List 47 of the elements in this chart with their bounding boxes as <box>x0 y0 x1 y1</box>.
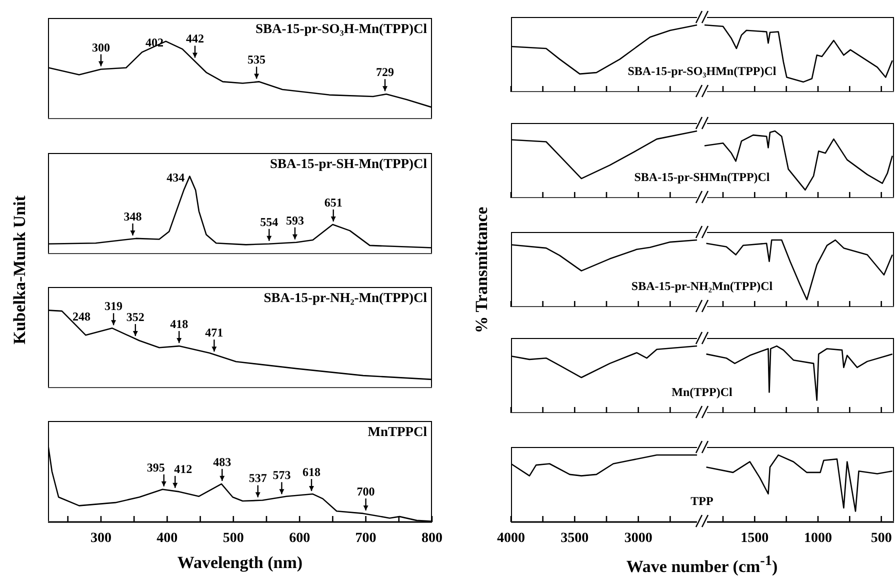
annotation: 434 <box>166 170 185 184</box>
annotation: 483 <box>213 454 232 469</box>
annotation: 729 <box>376 65 394 80</box>
x-tick-label: 1500 <box>740 530 769 546</box>
x-axis-title: Wavelength (nm) <box>177 553 303 573</box>
x-tick-label: 800 <box>422 530 442 546</box>
x-tick-label: 500 <box>870 530 892 546</box>
chart-title: SBA-15-pr-NH₂-Mn(TPP)Cl <box>264 290 427 306</box>
annotation: 554 <box>260 214 278 229</box>
x-tick-label: 4000 <box>497 530 525 546</box>
annotation: 395 <box>146 460 165 474</box>
annotation: 700 <box>356 484 375 498</box>
text: SBA-15-pr-SO₃HMn(TPP)Cl <box>628 64 776 79</box>
x-tick-label: 500 <box>222 530 244 546</box>
text: TPP <box>690 494 714 509</box>
annotation: 537 <box>248 471 267 486</box>
y-axis-title: Kubelka-Munk Unit <box>10 196 30 344</box>
annotation: 471 <box>205 326 224 340</box>
x-tick-label: 3000 <box>624 530 652 546</box>
annotation: 442 <box>186 32 204 46</box>
text: SBA-15-pr-NH₂Mn(TPP)Cl <box>631 279 773 294</box>
annotation: 535 <box>248 52 266 67</box>
text: SBA-15-pr-SHMn(TPP)Cl <box>634 170 770 185</box>
chart-title: SBA-15-pr-SH-Mn(TPP)Cl <box>270 156 427 172</box>
annotation: 573 <box>272 468 291 482</box>
chart-title: MnTPPCl <box>368 424 427 440</box>
annotation: 248 <box>72 310 91 324</box>
x-tick-label: 3500 <box>560 530 589 546</box>
annotation: 348 <box>124 209 142 224</box>
annotation: 593 <box>286 213 304 228</box>
annotation: 418 <box>170 317 188 332</box>
text: Mn(TPP)Cl <box>672 385 732 400</box>
annotation: 651 <box>324 195 342 210</box>
x-tick-label: 1000 <box>804 530 832 546</box>
x-tick-label: 400 <box>156 530 178 546</box>
annotation: 352 <box>126 310 144 324</box>
x-axis-title: Wave number (cm$^{-1}$) <box>626 553 778 577</box>
chart-title: SBA-15-pr-SO₃H-Mn(TPP)Cl <box>255 21 427 37</box>
x-tick-label: 300 <box>90 530 112 546</box>
x-tick-label: 600 <box>289 530 310 546</box>
annotation: 402 <box>145 35 164 50</box>
annotation: 300 <box>92 40 110 54</box>
x-tick-label: 700 <box>355 530 376 546</box>
annotation: 412 <box>174 462 192 476</box>
y-axis-title: % Transmittance <box>472 206 492 334</box>
annotation: 319 <box>104 299 123 314</box>
annotation: 618 <box>302 465 321 480</box>
